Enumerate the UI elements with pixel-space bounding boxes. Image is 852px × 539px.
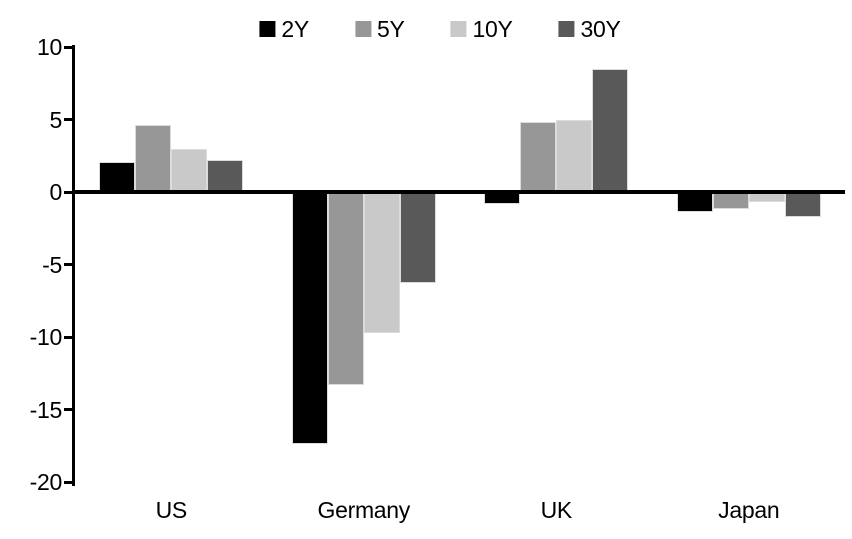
legend-item-10y: 10Y [450,16,513,42]
y-axis-tick [64,480,75,484]
legend-swatch-30y [558,21,575,37]
y-axis-tick [64,335,75,339]
y-tick-label: -20 [29,469,63,495]
y-axis-tick [64,45,75,49]
y-axis-tick [64,408,75,411]
bar-japan-5y [712,192,749,210]
y-tick-label: 10 [37,34,62,60]
bar-germany-2y [291,192,328,445]
bar-japan-2y [676,192,713,213]
category-label-uk: UK [540,497,573,523]
legend-label-2y: 2Y [281,16,309,42]
zero-baseline [75,190,845,194]
bar-us-30y [207,160,244,192]
y-axis-tick [64,190,75,194]
legend-swatch-2y [259,21,276,37]
category-label-japan: Japan [718,497,780,523]
chart-legend: 2Y 5Y 10Y 30Y [259,16,621,42]
y-axis-tick [64,263,75,266]
legend-swatch-5y [354,21,371,37]
legend-swatch-10y [450,21,467,37]
bar-us-10y [171,148,208,192]
bar-uk-30y [592,68,629,192]
y-tick-label: -10 [29,324,63,350]
bar-germany-30y [399,192,436,284]
category-label-us: US [155,497,188,523]
bar-germany-10y [363,192,400,333]
y-tick-label: -15 [29,396,63,423]
y-tick-label: 0 [49,179,63,205]
bar-uk-10y [556,119,593,192]
bar-us-5y [135,125,172,192]
legend-label-30y: 30Y [580,16,621,42]
y-axis-tick [64,118,75,121]
legend-item-30y: 30Y [558,16,621,42]
legend-item-5y: 5Y [354,16,405,42]
bar-germany-5y [327,192,364,385]
category-label-germany: Germany [317,497,411,523]
bar-uk-5y [520,122,557,192]
legend-item-2y: 2Y [259,16,309,42]
y-tick-label: 5 [49,106,63,133]
bar-japan-30y [784,192,821,217]
legend-label-5y: 5Y [376,16,405,42]
legend-label-10y: 10Y [472,16,513,42]
bar-us-2y [99,161,136,192]
y-tick-label: -5 [42,251,62,278]
